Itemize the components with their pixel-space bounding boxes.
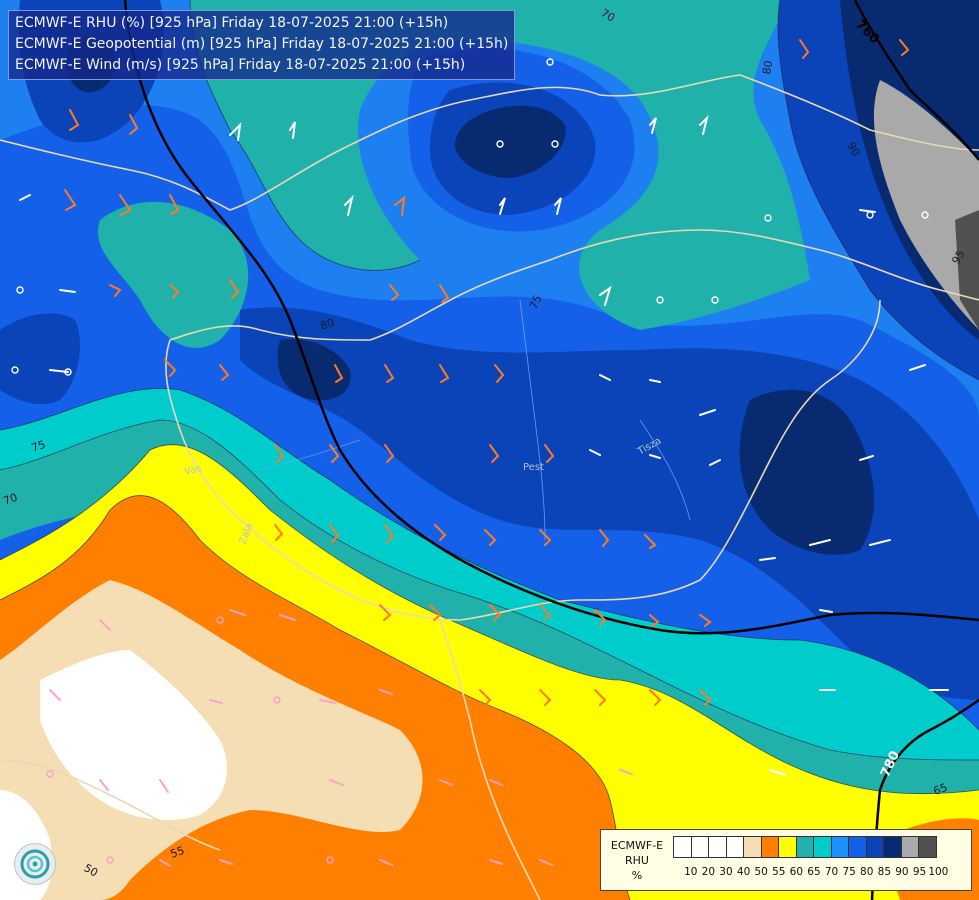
legend-level-label: 30	[719, 866, 733, 878]
legend-swatch	[883, 836, 902, 858]
legend-level-label: 60	[789, 866, 804, 878]
place-label-pest: Pest	[523, 462, 544, 473]
contour-label: 80	[760, 59, 775, 75]
rhu-area-85-west	[0, 313, 80, 405]
legend-title-line: %	[631, 869, 643, 882]
rhu-area-100-ne	[955, 210, 979, 330]
contour-label: 75	[30, 438, 48, 455]
country-borders	[0, 74, 979, 900]
legend-level-label: 40	[736, 866, 751, 878]
info-line-geopotential: ECMWF-E Geopotential (m) [925 hPa] Frida…	[15, 36, 509, 52]
legend-level-label: 65	[807, 866, 821, 878]
legend-level-label: 90	[895, 866, 909, 878]
contour-label: 50	[82, 861, 101, 879]
legend-swatch	[865, 836, 884, 858]
info-line-rhu: ECMWF-E RHU (%) [925 hPa] Friday 18-07-2…	[15, 15, 449, 31]
map-info-box: ECMWF-E RHU (%) [925 hPa] Friday 18-07-2…	[8, 10, 516, 80]
legend-level-label: 85	[877, 866, 892, 878]
legend-swatch	[813, 836, 832, 858]
legend-title-line: RHU	[625, 854, 649, 867]
legend-level-label: 80	[860, 866, 874, 878]
info-line-wind: ECMWF-E Wind (m/s) [925 hPa] Friday 18-0…	[15, 57, 466, 73]
rhu-area-60-s	[200, 849, 332, 900]
rhu-area-90-north	[455, 105, 566, 178]
legend-swatches	[673, 836, 937, 858]
contour-label: 70	[2, 491, 20, 508]
legend-labels: 10 20 30 40 50 55 60 65 70 75 80 85 90 95 100	[682, 866, 949, 880]
rhu-area-95-ne	[873, 80, 979, 330]
rhu-area-50-a	[40, 650, 228, 820]
legend-swatch	[848, 836, 867, 858]
legend-level-label: 50	[754, 866, 768, 878]
legend-swatch	[743, 836, 762, 858]
legend-level-label: 95	[912, 866, 927, 878]
legend-level-label: 10	[684, 866, 698, 878]
contour-label: 75	[527, 293, 545, 311]
legend-level-label: 70	[824, 866, 839, 878]
legend-level-label: 75	[842, 866, 856, 878]
legend-level-label: 55	[772, 866, 786, 878]
legend-swatch	[795, 836, 814, 858]
contour-label: 90	[844, 140, 862, 159]
contour-labels: 70 80 90 95 75 80 75 70 55 50 65 760 780	[2, 6, 968, 879]
rhu-area-70-west	[98, 201, 249, 348]
legend-title: ECMWF-E RHU %	[605, 838, 669, 883]
contour-label: 95	[949, 248, 967, 267]
legend-swatch	[673, 836, 692, 858]
rhu-legend: ECMWF-E RHU % 10 20 30 40 50 55 60 65 70 75 80 85 90…	[600, 829, 972, 891]
ecmwf-logo-icon	[14, 843, 56, 885]
legend-swatch	[708, 836, 727, 858]
wind-barbs	[11, 39, 949, 867]
legend-level-label: 100	[928, 866, 949, 878]
rhu-area-90-east	[739, 389, 874, 555]
legend-swatch	[830, 836, 849, 858]
rhu-area-90-small	[277, 339, 351, 401]
contour-label: 70	[599, 6, 618, 24]
legend-swatch	[760, 836, 779, 858]
rivers	[259, 299, 691, 541]
legend-swatch	[725, 836, 744, 858]
legend-level-label: 20	[701, 866, 716, 878]
contour-label: 65	[932, 781, 950, 798]
legend-swatch	[918, 836, 937, 858]
place-label-vas: Vas	[183, 463, 203, 478]
legend-swatch	[778, 836, 797, 858]
legend-swatch	[690, 836, 709, 858]
contour-label: 55	[169, 844, 187, 861]
legend-swatch	[900, 836, 919, 858]
legend-title-line: ECMWF-E	[610, 839, 664, 852]
contour-label: 80	[319, 316, 337, 333]
rhu-area-70-north	[190, 0, 810, 330]
